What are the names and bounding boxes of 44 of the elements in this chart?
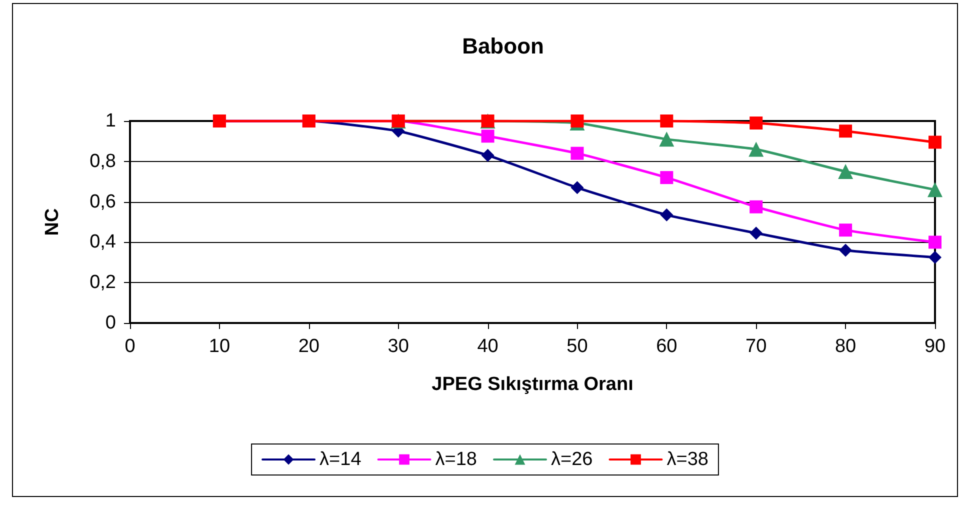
- point: [839, 224, 852, 237]
- point: [750, 116, 763, 130]
- point: [660, 171, 674, 184]
- point: [928, 236, 942, 249]
- legend-label: λ=18: [435, 449, 478, 470]
- y-tick-label: 0,8: [90, 150, 116, 172]
- point: [750, 226, 763, 240]
- point: [838, 164, 854, 179]
- x-tick-label: 70: [746, 336, 767, 357]
- x-axis-title: JPEG Sıkıştırma Oranı: [432, 374, 634, 395]
- point: [570, 114, 584, 128]
- point: [839, 124, 852, 138]
- x-tick-label: 60: [656, 336, 678, 357]
- x-tick-label: 80: [834, 336, 856, 357]
- y-tick-label: 0: [105, 312, 116, 334]
- chart-title: Baboon: [462, 34, 544, 58]
- point: [570, 181, 584, 194]
- point: [928, 136, 942, 149]
- x-tick-label: 50: [566, 336, 588, 357]
- y-tick-label: 0,6: [90, 191, 116, 212]
- point: [660, 114, 674, 128]
- point: [839, 244, 852, 257]
- legend-label: λ=26: [551, 449, 593, 470]
- point: [659, 132, 674, 147]
- x-tick-label: 10: [208, 336, 230, 357]
- y-tick-label: 0,4: [90, 232, 116, 253]
- x-tick-label: 0: [124, 336, 136, 357]
- x-tick-label: 40: [477, 336, 498, 357]
- point: [570, 146, 584, 160]
- x-tick-label: 20: [298, 336, 320, 357]
- y-axis-title: NC: [42, 208, 63, 236]
- y-tick-label: 1: [105, 110, 116, 132]
- x-tick-label: 30: [388, 336, 409, 357]
- point: [928, 182, 942, 198]
- point: [481, 130, 494, 143]
- y-tick-label: 0,2: [90, 272, 116, 294]
- legend-label: λ=38: [666, 449, 708, 470]
- legend-label: λ=14: [320, 449, 362, 470]
- point: [928, 250, 942, 264]
- point: [660, 208, 674, 222]
- point: [748, 142, 764, 157]
- point: [750, 200, 763, 214]
- point: [481, 148, 494, 162]
- x-tick-label: 90: [924, 336, 946, 357]
